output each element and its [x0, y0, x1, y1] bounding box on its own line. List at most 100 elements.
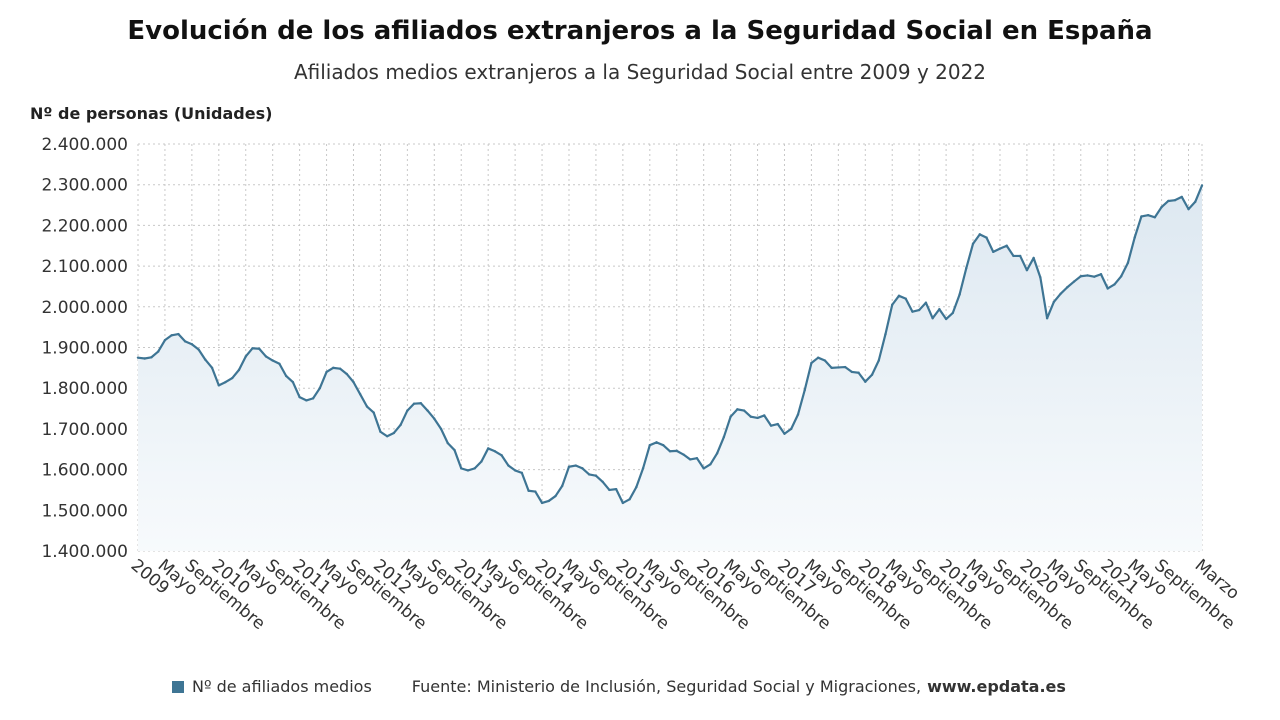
data-point[interactable]: [190, 343, 194, 346]
data-point[interactable]: [305, 399, 308, 402]
data-point[interactable]: [891, 303, 894, 306]
data-point[interactable]: [534, 490, 537, 493]
data-point[interactable]: [231, 376, 234, 380]
data-point[interactable]: [284, 374, 288, 378]
data-point[interactable]: [412, 402, 416, 405]
data-point[interactable]: [655, 441, 658, 444]
data-point[interactable]: [311, 397, 315, 400]
data-point[interactable]: [318, 387, 322, 390]
data-point[interactable]: [1099, 273, 1103, 276]
data-point[interactable]: [581, 467, 584, 470]
data-point[interactable]: [648, 443, 651, 447]
data-point[interactable]: [224, 380, 227, 384]
data-point[interactable]: [729, 415, 732, 418]
data-point[interactable]: [850, 370, 854, 374]
data-point[interactable]: [1133, 236, 1136, 239]
data-point[interactable]: [520, 471, 524, 475]
data-point[interactable]: [823, 359, 827, 362]
data-point[interactable]: [1113, 283, 1116, 286]
data-point[interactable]: [816, 356, 820, 359]
data-point[interactable]: [567, 465, 571, 468]
data-point[interactable]: [742, 409, 746, 412]
data-point[interactable]: [628, 498, 631, 501]
data-point[interactable]: [338, 367, 342, 370]
data-point[interactable]: [258, 347, 261, 350]
data-point[interactable]: [897, 294, 901, 298]
data-point[interactable]: [157, 350, 160, 353]
data-point[interactable]: [170, 334, 173, 337]
data-point[interactable]: [480, 460, 483, 463]
data-point[interactable]: [183, 340, 187, 343]
data-point[interactable]: [810, 361, 813, 365]
data-point[interactable]: [608, 488, 611, 492]
data-point[interactable]: [689, 458, 692, 461]
data-point[interactable]: [938, 308, 941, 311]
data-point[interactable]: [1160, 205, 1163, 209]
data-point[interactable]: [877, 359, 880, 362]
data-point[interactable]: [574, 464, 577, 467]
data-point[interactable]: [453, 448, 456, 452]
data-point[interactable]: [460, 467, 463, 470]
data-point[interactable]: [917, 308, 921, 312]
data-point[interactable]: [150, 356, 153, 359]
data-point[interactable]: [763, 414, 766, 417]
data-point[interactable]: [547, 499, 550, 503]
data-point[interactable]: [446, 441, 449, 445]
data-point[interactable]: [951, 311, 955, 315]
data-point[interactable]: [971, 242, 975, 245]
data-point[interactable]: [1187, 207, 1190, 211]
data-point[interactable]: [406, 409, 409, 412]
data-point[interactable]: [527, 489, 530, 492]
data-point[interactable]: [641, 467, 645, 470]
data-point[interactable]: [251, 347, 254, 350]
data-point[interactable]: [1045, 317, 1049, 320]
data-point[interactable]: [803, 389, 806, 392]
data-point[interactable]: [419, 402, 423, 405]
data-point[interactable]: [1066, 286, 1069, 289]
data-point[interactable]: [1153, 216, 1157, 219]
data-point[interactable]: [237, 368, 241, 372]
data-point[interactable]: [843, 365, 847, 369]
source-link[interactable]: www.epdata.es: [927, 677, 1066, 696]
data-point[interactable]: [500, 454, 503, 457]
data-point[interactable]: [399, 423, 402, 427]
data-point[interactable]: [958, 293, 961, 296]
data-point[interactable]: [790, 427, 793, 431]
data-point[interactable]: [473, 467, 476, 470]
data-point[interactable]: [1086, 274, 1089, 277]
data-point[interactable]: [332, 366, 335, 370]
data-point[interactable]: [513, 469, 517, 472]
data-point[interactable]: [830, 366, 833, 370]
data-point[interactable]: [352, 380, 355, 384]
data-point[interactable]: [486, 447, 490, 450]
data-point[interactable]: [1039, 276, 1042, 279]
data-point[interactable]: [1018, 254, 1022, 258]
data-point[interactable]: [594, 474, 598, 477]
data-point[interactable]: [1200, 184, 1204, 187]
data-point[interactable]: [635, 485, 638, 489]
data-point[interactable]: [1072, 280, 1076, 283]
data-point[interactable]: [507, 464, 510, 467]
data-point[interactable]: [385, 435, 389, 438]
data-point[interactable]: [722, 435, 726, 439]
data-point[interactable]: [992, 250, 995, 254]
data-point[interactable]: [776, 422, 779, 426]
data-point[interactable]: [372, 411, 375, 414]
data-point[interactable]: [904, 297, 907, 300]
data-point[interactable]: [493, 450, 497, 453]
data-point[interactable]: [668, 450, 672, 453]
data-point[interactable]: [709, 463, 712, 466]
data-point[interactable]: [217, 384, 221, 387]
data-point[interactable]: [210, 366, 214, 370]
data-point[interactable]: [715, 452, 719, 455]
data-point[interactable]: [264, 355, 268, 358]
data-point[interactable]: [695, 457, 699, 460]
data-point[interactable]: [621, 501, 625, 505]
data-point[interactable]: [1059, 292, 1062, 295]
data-point[interactable]: [837, 366, 840, 369]
data-point[interactable]: [965, 266, 968, 270]
data-point[interactable]: [796, 413, 800, 416]
data-point[interactable]: [1093, 275, 1096, 278]
data-point[interactable]: [298, 395, 301, 399]
data-point[interactable]: [1052, 300, 1056, 304]
